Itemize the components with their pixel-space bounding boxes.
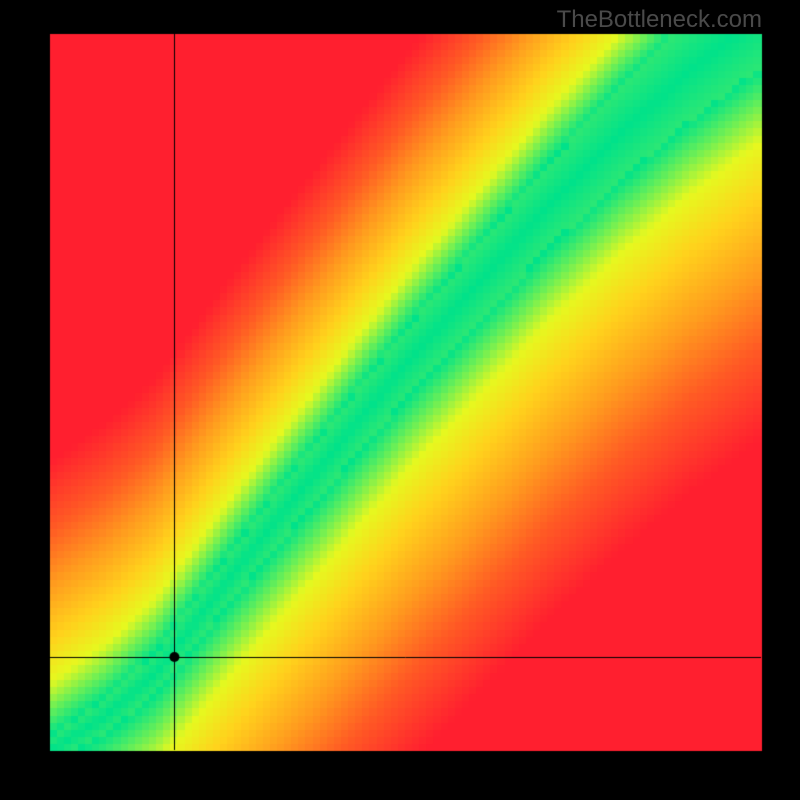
watermark-text: TheBottleneck.com [557,6,762,34]
bottleneck-heatmap-canvas [0,0,800,800]
chart-container: TheBottleneck.com [0,0,800,800]
